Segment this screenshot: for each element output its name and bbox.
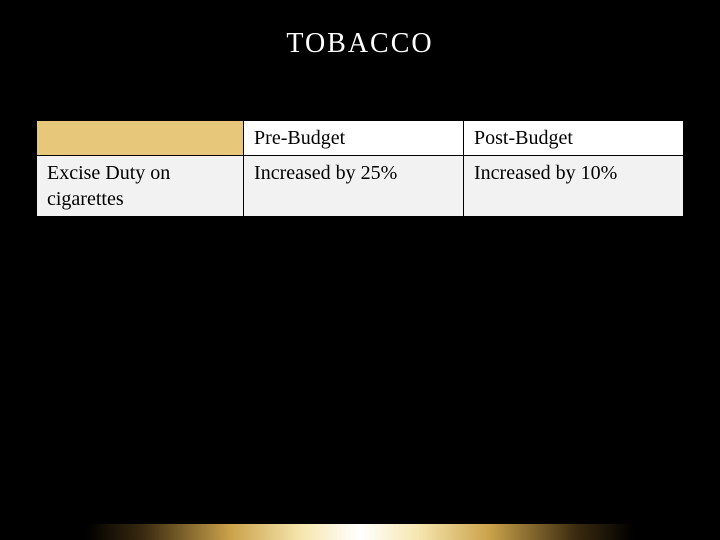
row-label: Excise Duty on cigarettes xyxy=(37,156,244,217)
slide-title: TOBACCO xyxy=(0,28,720,60)
slide: TOBACCO Pre-Budget Post-Budget Excise Du… xyxy=(0,0,720,540)
table-header-pre: Pre-Budget xyxy=(244,121,464,156)
table-header-row: Pre-Budget Post-Budget xyxy=(37,121,684,156)
table-header-post: Post-Budget xyxy=(464,121,684,156)
accent-bar xyxy=(0,524,720,540)
table-row: Excise Duty on cigarettes Increased by 2… xyxy=(37,156,684,217)
budget-table: Pre-Budget Post-Budget Excise Duty on ci… xyxy=(36,120,684,217)
table-header-blank xyxy=(37,121,244,156)
row-pre: Increased by 25% xyxy=(244,156,464,217)
slide-title-text: TOBACCO xyxy=(286,28,433,59)
row-post: Increased by 10% xyxy=(464,156,684,217)
